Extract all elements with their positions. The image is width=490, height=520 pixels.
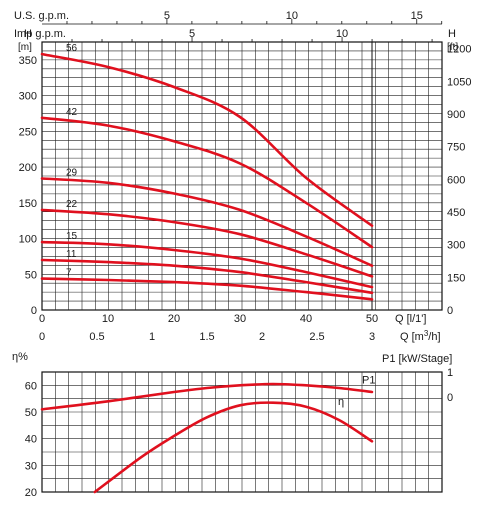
right-axis-tick: 750 [447,142,465,154]
efficiency-axis-tick: 30 [25,460,37,472]
efficiency-power-curves: P1 η [40,375,375,494]
right-axis-tick: 1050 [447,76,471,88]
x-axis-ls-unit-label: Q [l/1'] [395,313,426,325]
head-curve-29 [40,177,374,267]
top-axis-us-gpm-label: U.S. g.p.m. [14,10,69,22]
left-axis-h-label: H [24,28,32,40]
power-curve-p1 [40,382,374,411]
head-curve-label-15: 15 [66,231,78,242]
x-axis-m3h-tick: 2.5 [309,331,324,343]
head-curve-42 [40,116,374,249]
x-axis-ls-tick: 0 [39,313,45,325]
left-axis-tick: 200 [19,162,37,174]
efficiency-axis-tick: 60 [25,380,37,392]
top-axis-tick: 5 [164,10,170,22]
right-axis-h-label: H [448,28,456,40]
top-axis-tick: 10 [336,28,348,40]
x-axis-ls-tick: 20 [168,313,180,325]
x-axis-m3h-tick: 0 [39,331,45,343]
right-axis-tick: 150 [447,272,465,284]
left-axis-tick: 300 [19,91,37,103]
top-axis-ticks: 5 10 15 5 10 [42,10,443,43]
head-curve-15 [40,240,374,289]
power-curve-label: P1 [362,375,375,387]
head-curve-22 [40,208,374,278]
head-curve-56 [40,52,374,227]
head-chart-grid [41,41,443,311]
left-axis-unit-label: [m] [18,42,32,53]
efficiency-axis-tick: 40 [25,434,37,446]
efficiency-axis-label: η% [12,351,28,363]
head-curve-label-7: 7 [66,268,72,279]
left-axis-tick: 50 [25,269,37,281]
axis-tick-labels: 0501001502002503003500150300450600750900… [19,44,472,499]
right-axis-unit-label: [ft] [447,42,458,53]
efficiency-curve-label: η [338,396,344,408]
x-axis-m3h-tick: 1.5 [199,331,214,343]
right-axis-tick: 900 [447,109,465,121]
x-axis-m3h-unit-label: Q [m3/h] [400,329,441,344]
x-axis-ls-tick: 30 [234,313,246,325]
head-curve-label-11: 11 [66,249,77,260]
efficiency-axis-tick: 20 [25,487,37,499]
right-axis-tick: 300 [447,240,465,252]
efficiency-curve-eta [93,401,374,494]
head-curve-label-29: 29 [66,168,78,179]
x-axis-m3h-tick: 1 [149,331,155,343]
head-curve-label-56: 56 [66,43,78,54]
left-axis-tick: 0 [31,305,37,317]
x-axis-m3h-tick: 3 [369,331,375,343]
right-axis-tick: 0 [447,305,453,317]
efficiency-axis-tick: 50 [25,407,37,419]
efficiency-chart-grid [41,371,443,493]
power-axis-tick: 0 [447,392,453,404]
head-curve-7 [40,277,374,301]
left-axis-tick: 350 [19,55,37,67]
left-axis-tick: 150 [19,198,37,210]
power-axis-tick: 1 [447,367,453,379]
left-axis-tick: 100 [19,234,37,246]
x-axis-m3h-tick: 2 [259,331,265,343]
top-axis-imp-gpm-label: Imp g.p.m. [14,28,66,40]
head-curve-label-22: 22 [66,199,78,210]
right-axis-tick: 1200 [447,44,471,56]
head-curve-11 [40,258,374,295]
top-axis-tick: 10 [286,10,298,22]
x-axis-ls-tick: 10 [102,313,114,325]
top-axis-tick: 15 [411,10,423,22]
x-axis-m3h-tick: 0.5 [89,331,104,343]
top-axis-tick: 5 [189,28,195,40]
power-axis-label: P1 [kW/Stage] [382,353,452,365]
head-curve-label-42: 42 [66,107,78,118]
right-axis-tick: 600 [447,174,465,186]
left-axis-tick: 250 [19,126,37,138]
x-axis-ls-tick: 50 [366,313,378,325]
head-curves: 56 42 29 22 15 11 7 [40,43,374,301]
x-axis-ls-tick: 40 [300,313,312,325]
right-axis-tick: 450 [447,207,465,219]
